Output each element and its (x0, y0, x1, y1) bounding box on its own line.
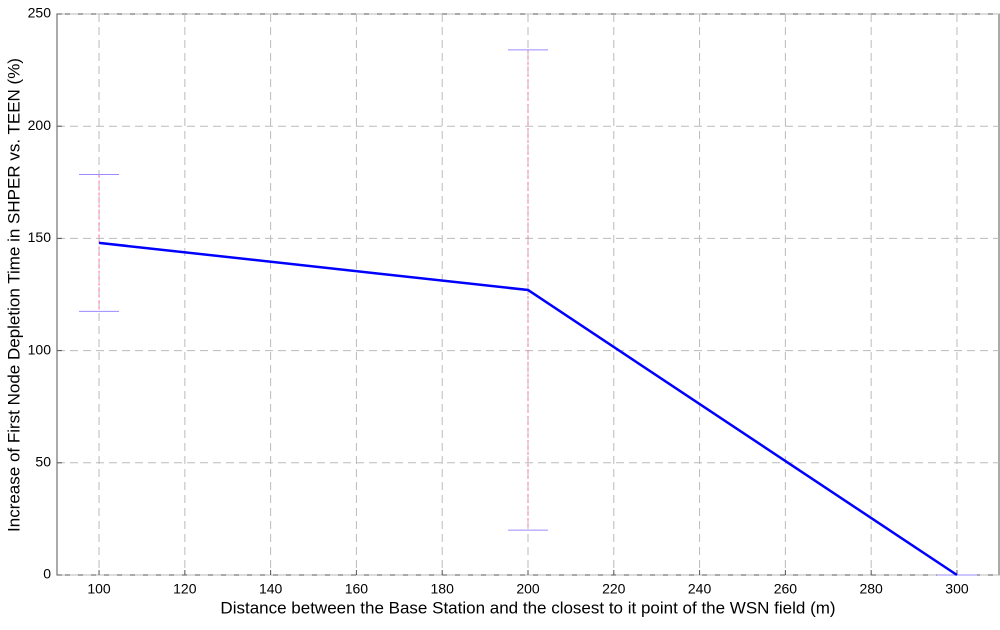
x-tick-label: 100 (87, 581, 111, 597)
x-tick-label: 260 (774, 581, 798, 597)
line (98, 241, 958, 577)
x-tick-label: 140 (259, 581, 283, 597)
y-axis-title: Increase of First Node Depletion Time in… (4, 58, 23, 532)
x-axis-title: Distance between the Base Station and th… (220, 598, 835, 617)
x-tick-label: 300 (945, 581, 969, 597)
y-tick-label: 50 (35, 454, 51, 470)
y-tick-label: 0 (43, 566, 51, 582)
x-tick-label: 200 (516, 581, 540, 597)
x-tick-label: 160 (345, 581, 369, 597)
y-tick-label: 200 (28, 117, 52, 133)
x-tick-label: 120 (173, 581, 197, 597)
y-tick-label: 100 (28, 341, 52, 357)
x-tick-label: 240 (688, 581, 712, 597)
x-tick-label: 220 (602, 581, 626, 597)
y-tick-label: 250 (28, 5, 52, 21)
x-tick-label: 180 (431, 581, 455, 597)
x-tick-label: 280 (859, 581, 883, 597)
y-tick-label: 150 (28, 229, 52, 245)
